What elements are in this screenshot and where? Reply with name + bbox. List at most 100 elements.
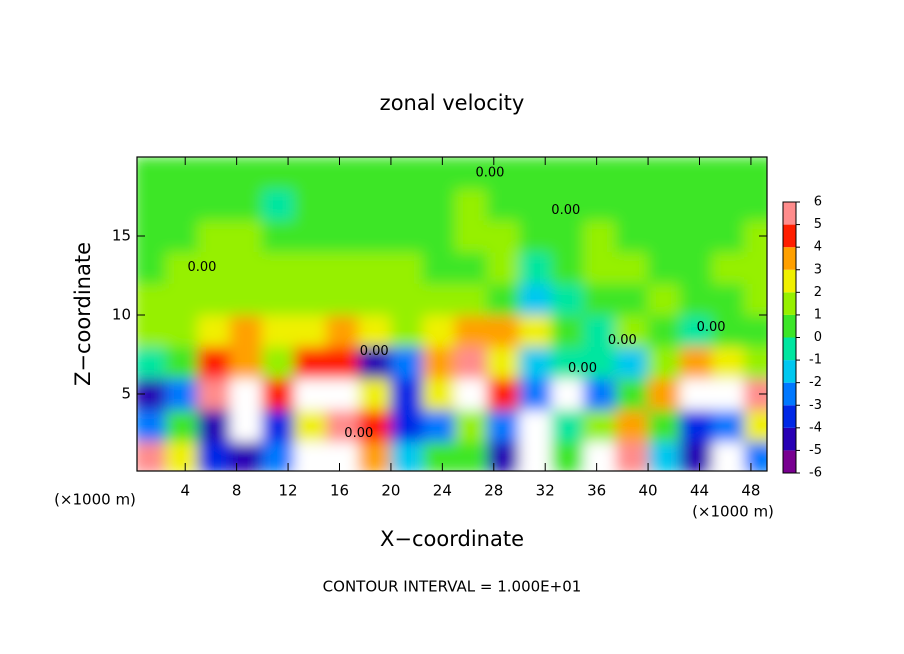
colorbar-band (783, 382, 796, 406)
cell (137, 282, 167, 316)
cell (326, 314, 360, 348)
plot-frame (136, 156, 768, 472)
cell (519, 251, 553, 284)
cell (137, 251, 167, 284)
cell (583, 157, 617, 190)
cell (165, 314, 199, 348)
cell (422, 377, 456, 411)
cell (454, 219, 488, 253)
cell (519, 377, 553, 411)
cell (711, 346, 745, 379)
colorbar-tick-label: 3 (814, 262, 822, 277)
cell (422, 157, 456, 190)
cell (261, 282, 295, 316)
cell (615, 251, 649, 284)
cell (551, 377, 585, 411)
colorbar-tick-label: 4 (814, 240, 822, 255)
cell (486, 188, 520, 221)
cell (294, 282, 328, 316)
cell (229, 409, 263, 442)
cell (647, 377, 681, 411)
cell (326, 251, 360, 284)
cell (615, 377, 649, 411)
colorbar-tick-label: 5 (814, 217, 822, 232)
cell (294, 440, 328, 471)
cell (454, 440, 488, 471)
colorbar-band (783, 405, 796, 428)
cell (519, 440, 553, 471)
cell (229, 377, 263, 411)
cell (744, 219, 767, 253)
cell (326, 440, 360, 471)
cell (358, 157, 392, 190)
cell (197, 157, 231, 190)
contour-label: 0.00 (697, 320, 726, 335)
cell (615, 314, 649, 348)
colorbar-tick-label: -2 (809, 375, 822, 390)
cell (390, 314, 424, 348)
cell (679, 251, 713, 284)
cell (326, 157, 360, 190)
cell (326, 282, 360, 316)
colorbar-band (783, 202, 796, 225)
cell (229, 251, 263, 284)
cell (486, 219, 520, 253)
cell (679, 219, 713, 253)
cell (454, 409, 488, 442)
cell (519, 219, 553, 253)
cell (615, 282, 649, 316)
cell (165, 251, 199, 284)
cell (137, 409, 167, 442)
cell (165, 440, 199, 471)
cell (551, 440, 585, 471)
x-tick-label: 20 (381, 482, 400, 500)
cell (454, 251, 488, 284)
cell (422, 409, 456, 442)
cell (711, 157, 745, 190)
cell (197, 377, 231, 411)
cell (229, 282, 263, 316)
cell (551, 219, 585, 253)
cell (551, 188, 585, 221)
cell (422, 188, 456, 221)
colorbar-tick-label: 2 (814, 285, 822, 300)
cell (294, 219, 328, 253)
cell (551, 157, 585, 190)
cell (647, 219, 681, 253)
cell (615, 346, 649, 379)
cell (358, 409, 392, 442)
contour-label: 0.00 (551, 203, 580, 218)
cell (454, 314, 488, 348)
cell (229, 440, 263, 471)
cell (583, 440, 617, 471)
cell (197, 440, 231, 471)
cell (390, 346, 424, 379)
cell (197, 282, 231, 316)
cell (711, 409, 745, 442)
cell (744, 157, 767, 190)
cell (165, 346, 199, 379)
cell (294, 157, 328, 190)
footnote: CONTOUR INTERVAL = 1.000E+01 (323, 578, 582, 596)
y-tick-label: 5 (121, 384, 131, 402)
cell (261, 157, 295, 190)
cell (551, 251, 585, 284)
cell (422, 251, 456, 284)
contour-label: 0.00 (608, 333, 637, 348)
cell (615, 188, 649, 221)
cell (519, 409, 553, 442)
cell (294, 251, 328, 284)
cell (615, 409, 649, 442)
cell (679, 440, 713, 471)
cell (744, 409, 767, 442)
colorbar-tick-label: -1 (809, 353, 822, 368)
cell (615, 440, 649, 471)
cell (229, 314, 263, 348)
cell (294, 346, 328, 379)
cell (358, 346, 392, 379)
cell (647, 346, 681, 379)
cell (261, 314, 295, 348)
cell (390, 188, 424, 221)
cell (197, 409, 231, 442)
colorbar-band (783, 427, 796, 451)
